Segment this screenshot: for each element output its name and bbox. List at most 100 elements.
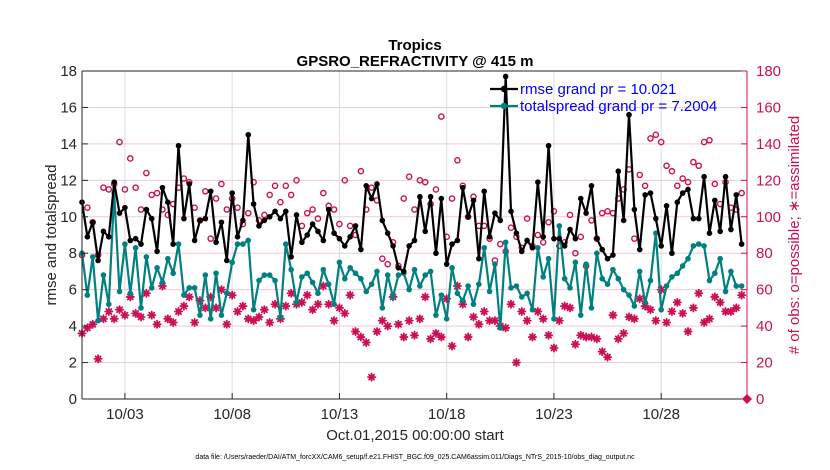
rmse-point <box>636 246 643 253</box>
totalspread-point <box>181 292 187 298</box>
possible-point <box>266 191 274 199</box>
possible-point <box>711 180 719 188</box>
asterisk-stroke <box>298 299 306 306</box>
rmse-point <box>669 250 675 257</box>
assimilated-point <box>613 334 623 344</box>
rmse-point <box>347 234 353 240</box>
assimilated-point <box>699 317 709 327</box>
assimilated-point <box>501 323 511 333</box>
rmse-point <box>604 255 611 262</box>
assimilated-point <box>174 307 184 317</box>
rmse-point <box>352 223 359 229</box>
totalspread-point <box>422 272 429 278</box>
totalspread-point <box>122 241 128 247</box>
assimilated-point <box>399 332 409 342</box>
possible-point <box>368 184 375 191</box>
assimilated-point <box>592 334 602 344</box>
totalspread-point <box>352 270 359 277</box>
asterisk-stroke <box>652 317 660 325</box>
assimilated-point <box>259 305 269 315</box>
x-tick-label: 10/18 <box>428 406 466 423</box>
totalspread-point <box>524 290 530 297</box>
possible-point <box>572 249 579 257</box>
assimilated-point <box>533 307 543 317</box>
assimilated-point <box>184 292 194 302</box>
asterisk-stroke <box>571 340 579 348</box>
x-tick-label: 10/23 <box>535 406 573 423</box>
asterisk-stroke <box>250 317 258 325</box>
y-tick-label: 2 <box>69 355 77 372</box>
assimilated-point <box>683 327 693 337</box>
possible-point <box>534 231 542 239</box>
y-right-tick-label: 180 <box>756 63 781 80</box>
chart-title: Tropics <box>388 37 441 54</box>
totalspread-point <box>476 281 482 288</box>
assimilated-point <box>463 332 473 342</box>
assimilated-point <box>286 288 296 298</box>
rmse-point <box>529 244 536 251</box>
rmse-point <box>315 228 321 235</box>
rmse-point <box>234 234 241 240</box>
asterisk-stroke <box>142 289 150 297</box>
assimilated-point <box>152 319 162 329</box>
assimilated-point <box>426 334 436 344</box>
totalspread-point <box>148 285 155 291</box>
x-tick-label: 10/03 <box>106 406 144 423</box>
rmse-point <box>95 257 101 264</box>
rmse-point <box>427 193 434 200</box>
possible-point <box>132 184 139 191</box>
rmse-point <box>620 217 627 224</box>
rmse-point <box>486 234 493 240</box>
possible-point <box>282 182 290 190</box>
assimilated-point <box>93 354 103 364</box>
possible-point <box>421 178 429 186</box>
assimilated-point <box>351 327 361 337</box>
asterisk-stroke <box>373 328 381 335</box>
asterisk-stroke <box>700 319 708 326</box>
rmse-point <box>685 186 691 193</box>
rmse-point <box>454 237 461 244</box>
assimilated-point <box>447 341 457 351</box>
asterisk-stroke <box>260 306 268 314</box>
possible-point <box>320 189 327 197</box>
assimilated-point <box>404 316 414 326</box>
possible-point <box>207 235 215 242</box>
footer-data-file: data file: /Users/raeder/DAI/ATM_forcXX/… <box>195 454 635 461</box>
rmse-point <box>476 255 482 262</box>
asterisk-stroke <box>738 291 746 299</box>
totalspread-point <box>331 301 337 308</box>
asterisk-stroke <box>475 320 483 328</box>
totalspread-point <box>143 254 150 260</box>
asterisk-stroke <box>271 300 279 308</box>
rmse-point <box>567 226 573 233</box>
possible-point <box>663 162 670 170</box>
totalspread-point <box>299 274 305 280</box>
possible-point <box>400 195 408 202</box>
asterisk-stroke <box>614 335 622 343</box>
rmse-point <box>524 237 530 244</box>
asterisk-stroke <box>512 359 520 366</box>
data-layer <box>77 73 747 382</box>
possible-point <box>148 191 156 199</box>
totalspread-point <box>358 275 364 282</box>
y-right-tick-label: 140 <box>756 136 781 153</box>
asterisk-stroke <box>555 317 563 325</box>
totalspread-point <box>433 312 439 318</box>
totalspread-point <box>728 268 734 275</box>
rmse-point <box>679 190 686 196</box>
rmse-point <box>722 173 729 180</box>
x-tick-label: 10/13 <box>321 406 359 423</box>
totalspread-point <box>379 305 386 311</box>
totalspread-point <box>481 244 488 251</box>
possible-point <box>84 204 91 211</box>
possible-point <box>539 238 547 246</box>
rmse-point <box>245 131 252 138</box>
rmse-point <box>272 208 278 215</box>
rmse-point <box>422 228 429 235</box>
asterisk-stroke <box>679 309 687 317</box>
asterisk-stroke <box>647 306 654 314</box>
totalspread-point <box>443 316 450 322</box>
rmse-point <box>116 210 123 216</box>
rmse-point <box>674 199 681 205</box>
